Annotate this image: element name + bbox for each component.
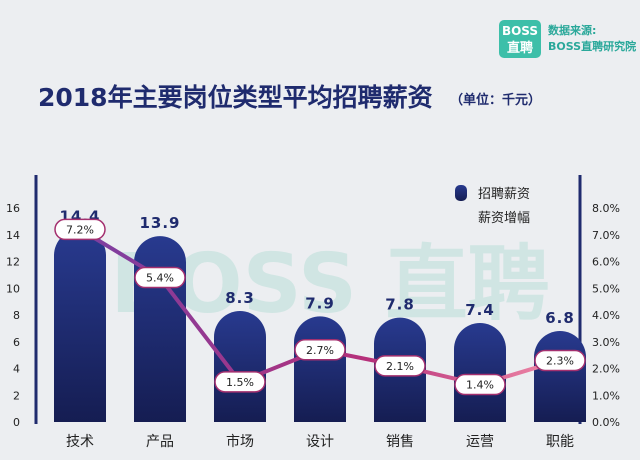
left-tick-label: 0	[13, 416, 20, 429]
growth-point-label: 7.2%	[66, 223, 94, 236]
left-tick-label: 8	[13, 309, 20, 322]
right-tick-label: 7.0%	[592, 229, 620, 242]
bar	[214, 310, 266, 422]
growth-point-label: 2.3%	[546, 354, 574, 367]
left-tick-label: 12	[6, 256, 20, 269]
legend-bar-swatch	[455, 185, 467, 201]
bar-value-label: 8.3	[225, 289, 255, 307]
left-tick-label: 14	[6, 229, 20, 242]
growth-point-label: 2.1%	[386, 360, 414, 373]
right-tick-label: 8.0%	[592, 202, 620, 215]
bar-value-label: 13.9	[139, 214, 180, 232]
logo-line2: 直聘	[507, 40, 533, 56]
bar	[294, 316, 346, 422]
left-tick-label: 4	[13, 363, 20, 376]
growth-point-badge	[54, 218, 106, 241]
right-tick-label: 4.0%	[592, 309, 620, 322]
legend: 招聘薪资 薪资增幅	[444, 185, 530, 226]
category-label: 运营	[466, 434, 494, 450]
line-series: 7.2% 5.4% 1.5% 2.7% 2.1% 1.4% 2.3%	[54, 218, 586, 396]
category-label: 产品	[146, 434, 174, 450]
right-tick-label: 1.0%	[592, 389, 620, 402]
brand-logo: BOSS 直聘	[499, 20, 541, 58]
growth-point-label: 1.4%	[466, 379, 494, 392]
right-tick-label: 2.0%	[592, 363, 620, 376]
growth-point-label: 5.4%	[146, 272, 174, 285]
chart-unit-note: （单位：千元）	[450, 92, 541, 108]
growth-point-badge	[134, 266, 186, 289]
growth-point-label: 2.7%	[306, 344, 334, 357]
growth-point-badge	[534, 349, 586, 372]
category-label: 职能	[546, 434, 574, 450]
bar	[534, 331, 586, 422]
source-label: 数据来源:	[548, 23, 596, 37]
bar-value-label: 7.8	[385, 296, 415, 314]
right-tick-label: 3.0%	[592, 336, 620, 349]
growth-point-label: 1.5%	[226, 376, 254, 389]
bar-value-label: 7.4	[465, 301, 495, 319]
left-tick-label: 16	[6, 202, 20, 215]
category-label: 技术	[66, 434, 94, 450]
left-tick-label: 6	[13, 336, 20, 349]
legend-entry-bar: 招聘薪资	[478, 187, 530, 202]
growth-point-badge	[294, 339, 346, 361]
right-axis-ticks: 0.0% 1.0% 2.0% 3.0% 4.0% 5.0% 6.0% 7.0% 8.0%	[592, 202, 620, 429]
bar-value-label: 6.8	[545, 309, 575, 327]
category-label: 销售	[386, 434, 414, 450]
source-name: BOSS直聘研究院	[548, 39, 636, 53]
category-label: 设计	[306, 434, 334, 450]
growth-point-badge	[214, 371, 266, 393]
bar-value-label: 7.9	[305, 294, 335, 312]
bar	[54, 229, 106, 422]
left-axis-ticks: 0 2 4 6 8 10 12 14 16	[6, 202, 20, 429]
category-labels: 技术 产品 市场 设计 销售 运营 职能	[66, 433, 574, 450]
logo-badge	[499, 20, 541, 58]
left-tick-label: 2	[13, 389, 20, 402]
growth-point-badge	[454, 373, 506, 396]
growth-point-badge	[374, 355, 426, 377]
legend-entry-line: 薪资增幅	[478, 211, 530, 226]
chart-title: 2018年主要岗位类型平均招聘薪资	[38, 83, 433, 112]
right-tick-label: 5.0%	[592, 282, 620, 295]
bar	[454, 323, 506, 422]
bar	[134, 236, 186, 422]
right-tick-label: 0.0%	[592, 416, 620, 429]
right-tick-label: 6.0%	[592, 256, 620, 269]
logo-line1: BOSS	[502, 24, 538, 38]
category-label: 市场	[226, 433, 254, 450]
left-tick-label: 10	[6, 282, 20, 295]
